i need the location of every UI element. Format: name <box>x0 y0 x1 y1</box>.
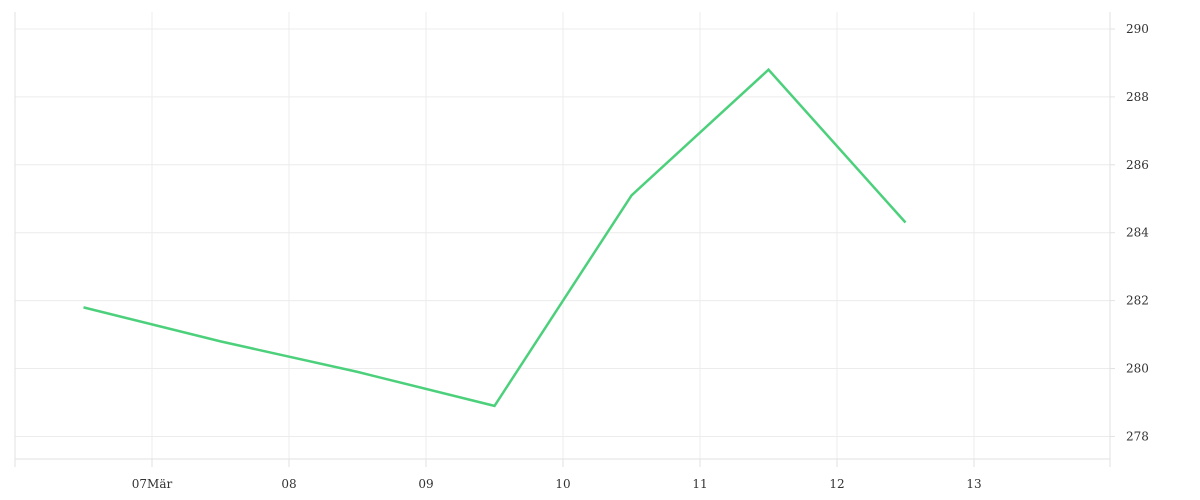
y-tick-label: 282 <box>1126 294 1149 308</box>
x-axis: 07Mär 08 09 10 11 12 13 <box>132 459 982 491</box>
x-tick-label: 10 <box>555 477 570 491</box>
y-axis: 278 280 282 284 286 288 290 <box>1110 22 1149 443</box>
y-tick-label: 284 <box>1126 226 1149 240</box>
y-tick-label: 280 <box>1126 362 1149 376</box>
x-tick-label: 13 <box>966 477 981 491</box>
y-tick-label: 288 <box>1126 90 1149 104</box>
y-tick-label: 290 <box>1126 22 1149 36</box>
series-line <box>83 67 907 408</box>
y-tick-label: 278 <box>1126 429 1149 443</box>
x-tick-label: 12 <box>829 477 844 491</box>
series-layer <box>83 67 907 408</box>
y-tick-label: 286 <box>1126 158 1149 172</box>
grid <box>15 12 1110 459</box>
x-tick-label: 09 <box>418 477 433 491</box>
x-tick-label: 08 <box>281 477 296 491</box>
x-tick-label: 11 <box>692 477 707 491</box>
x-tick-label: 07Mär <box>132 477 173 491</box>
